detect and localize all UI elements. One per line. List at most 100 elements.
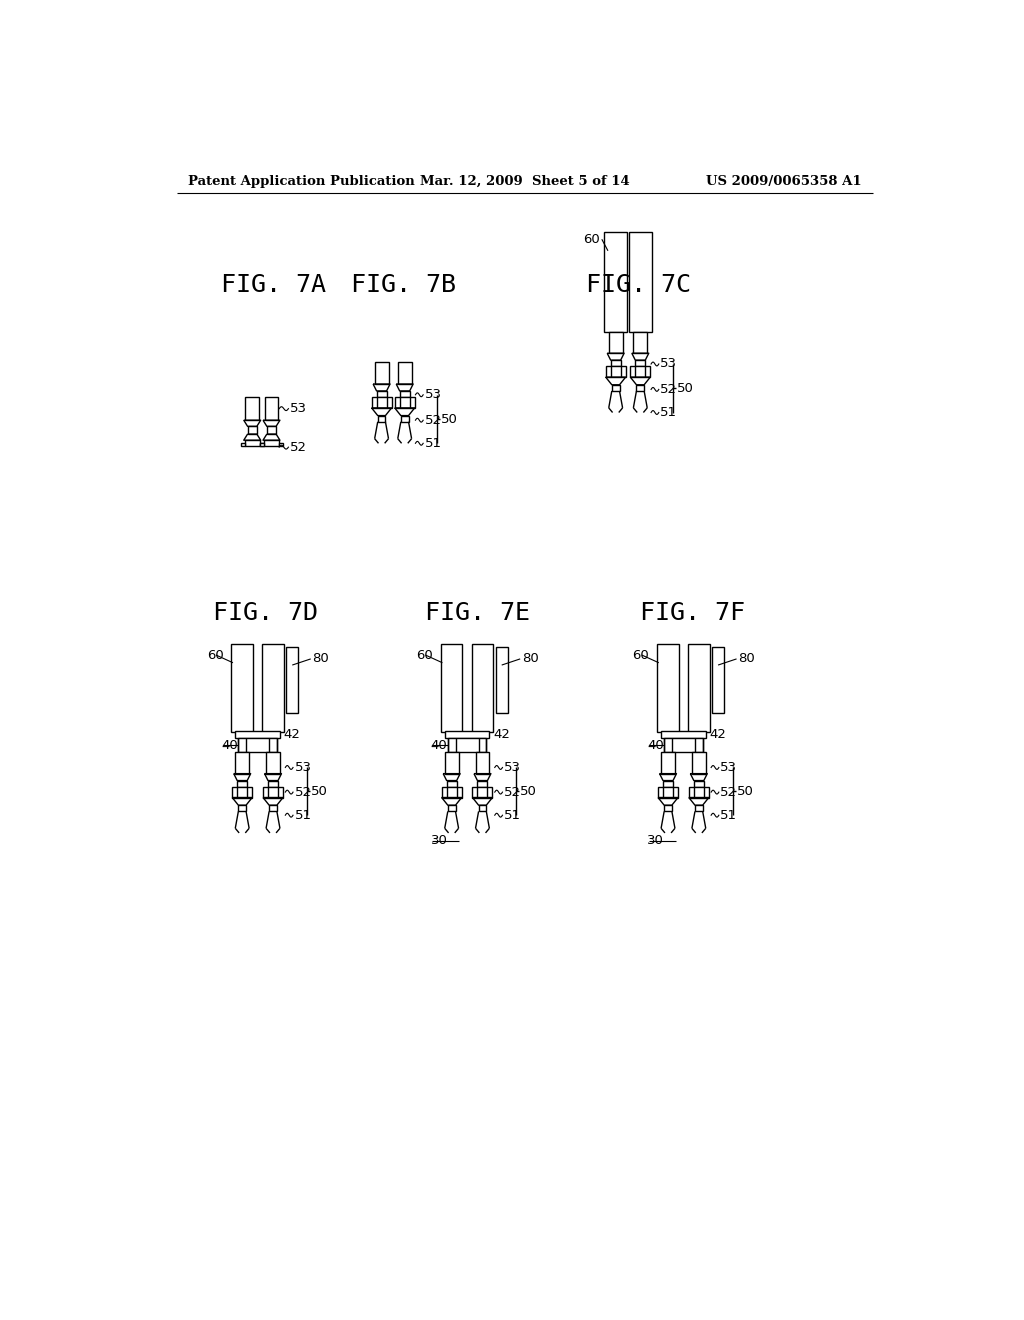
Bar [232, 787, 252, 797]
Bar [692, 752, 706, 774]
Bar [245, 441, 260, 446]
Text: 50: 50 [520, 785, 537, 797]
Bar [378, 416, 385, 422]
Bar [267, 426, 276, 434]
Text: 60: 60 [633, 648, 649, 661]
Text: 80: 80 [738, 652, 755, 665]
Bar [239, 805, 246, 812]
Bar [663, 780, 673, 787]
Text: 50: 50 [441, 413, 458, 425]
Text: 42: 42 [710, 727, 726, 741]
Text: 53: 53 [504, 760, 521, 774]
Bar [269, 805, 276, 812]
Bar [610, 360, 621, 367]
Bar [665, 738, 702, 752]
Text: FIG. 7D: FIG. 7D [213, 601, 317, 624]
Bar [631, 367, 650, 378]
Text: 30: 30 [647, 834, 665, 847]
Text: 52: 52 [720, 785, 737, 799]
Text: 40: 40 [431, 739, 447, 751]
Bar [266, 752, 280, 774]
Bar [268, 780, 278, 787]
Text: 42: 42 [284, 727, 301, 741]
Bar [634, 331, 647, 354]
Bar [372, 397, 391, 408]
Text: 80: 80 [521, 652, 539, 665]
Text: 60: 60 [416, 648, 433, 661]
Bar [608, 331, 623, 354]
Text: 60: 60 [584, 232, 600, 246]
Text: 52: 52 [504, 785, 521, 799]
Bar [472, 644, 494, 733]
Text: 40: 40 [647, 739, 664, 751]
Text: 52: 52 [425, 413, 441, 426]
Bar [241, 442, 245, 446]
Bar [239, 738, 276, 752]
Bar [657, 644, 679, 733]
Bar [447, 738, 486, 752]
Text: 42: 42 [494, 727, 510, 741]
Bar [441, 787, 462, 797]
Bar [447, 805, 456, 812]
Text: FIG. 7A: FIG. 7A [220, 273, 326, 297]
Text: FIG. 7C: FIG. 7C [587, 273, 691, 297]
Bar [260, 442, 264, 446]
Bar [635, 360, 645, 367]
Bar [236, 752, 249, 774]
Text: 60: 60 [207, 648, 223, 661]
Text: FIG. 7E: FIG. 7E [425, 601, 529, 624]
Bar [394, 397, 415, 408]
Text: 53: 53 [720, 760, 737, 774]
Text: Patent Application Publication: Patent Application Publication [188, 176, 415, 187]
Text: FIG. 7F: FIG. 7F [640, 601, 745, 624]
Bar [637, 385, 644, 391]
Bar [264, 441, 280, 446]
Text: 51: 51 [720, 809, 737, 822]
Bar [665, 805, 672, 812]
Bar [611, 385, 620, 391]
Text: 51: 51 [425, 437, 441, 450]
Text: 51: 51 [504, 809, 521, 822]
Text: 40: 40 [221, 739, 239, 751]
Bar [695, 805, 702, 812]
Bar [629, 231, 652, 331]
Bar [263, 787, 283, 797]
Text: FIG. 7B: FIG. 7B [351, 273, 457, 297]
Bar [246, 397, 259, 420]
Bar [238, 780, 247, 787]
Bar [441, 644, 463, 733]
Text: 51: 51 [660, 407, 677, 418]
Bar [662, 752, 675, 774]
Text: 80: 80 [312, 652, 329, 665]
Text: 51: 51 [295, 809, 311, 822]
Bar [477, 780, 487, 787]
Bar [399, 391, 410, 397]
Bar [280, 442, 283, 446]
Text: Mar. 12, 2009  Sheet 5 of 14: Mar. 12, 2009 Sheet 5 of 14 [420, 176, 630, 187]
Text: 52: 52 [290, 441, 307, 454]
Text: 50: 50 [310, 785, 328, 797]
Bar [662, 730, 706, 738]
Bar [260, 442, 264, 446]
Bar [712, 647, 724, 713]
Text: US 2009/0065358 A1: US 2009/0065358 A1 [707, 176, 862, 187]
Bar [264, 397, 279, 420]
Bar [446, 780, 457, 787]
Bar [231, 644, 253, 733]
Text: 30: 30 [431, 834, 447, 847]
Bar [475, 752, 489, 774]
Text: 50: 50 [736, 785, 754, 797]
Text: 52: 52 [295, 785, 311, 799]
Bar [236, 730, 280, 738]
Text: 53: 53 [290, 403, 307, 416]
Text: 53: 53 [425, 388, 441, 401]
Text: 52: 52 [660, 383, 677, 396]
Bar [496, 647, 508, 713]
Bar [377, 391, 387, 397]
Text: 53: 53 [660, 358, 677, 371]
Bar [248, 426, 257, 434]
Bar [689, 787, 709, 797]
Bar [286, 647, 298, 713]
Text: 53: 53 [295, 760, 311, 774]
Bar [262, 644, 284, 733]
